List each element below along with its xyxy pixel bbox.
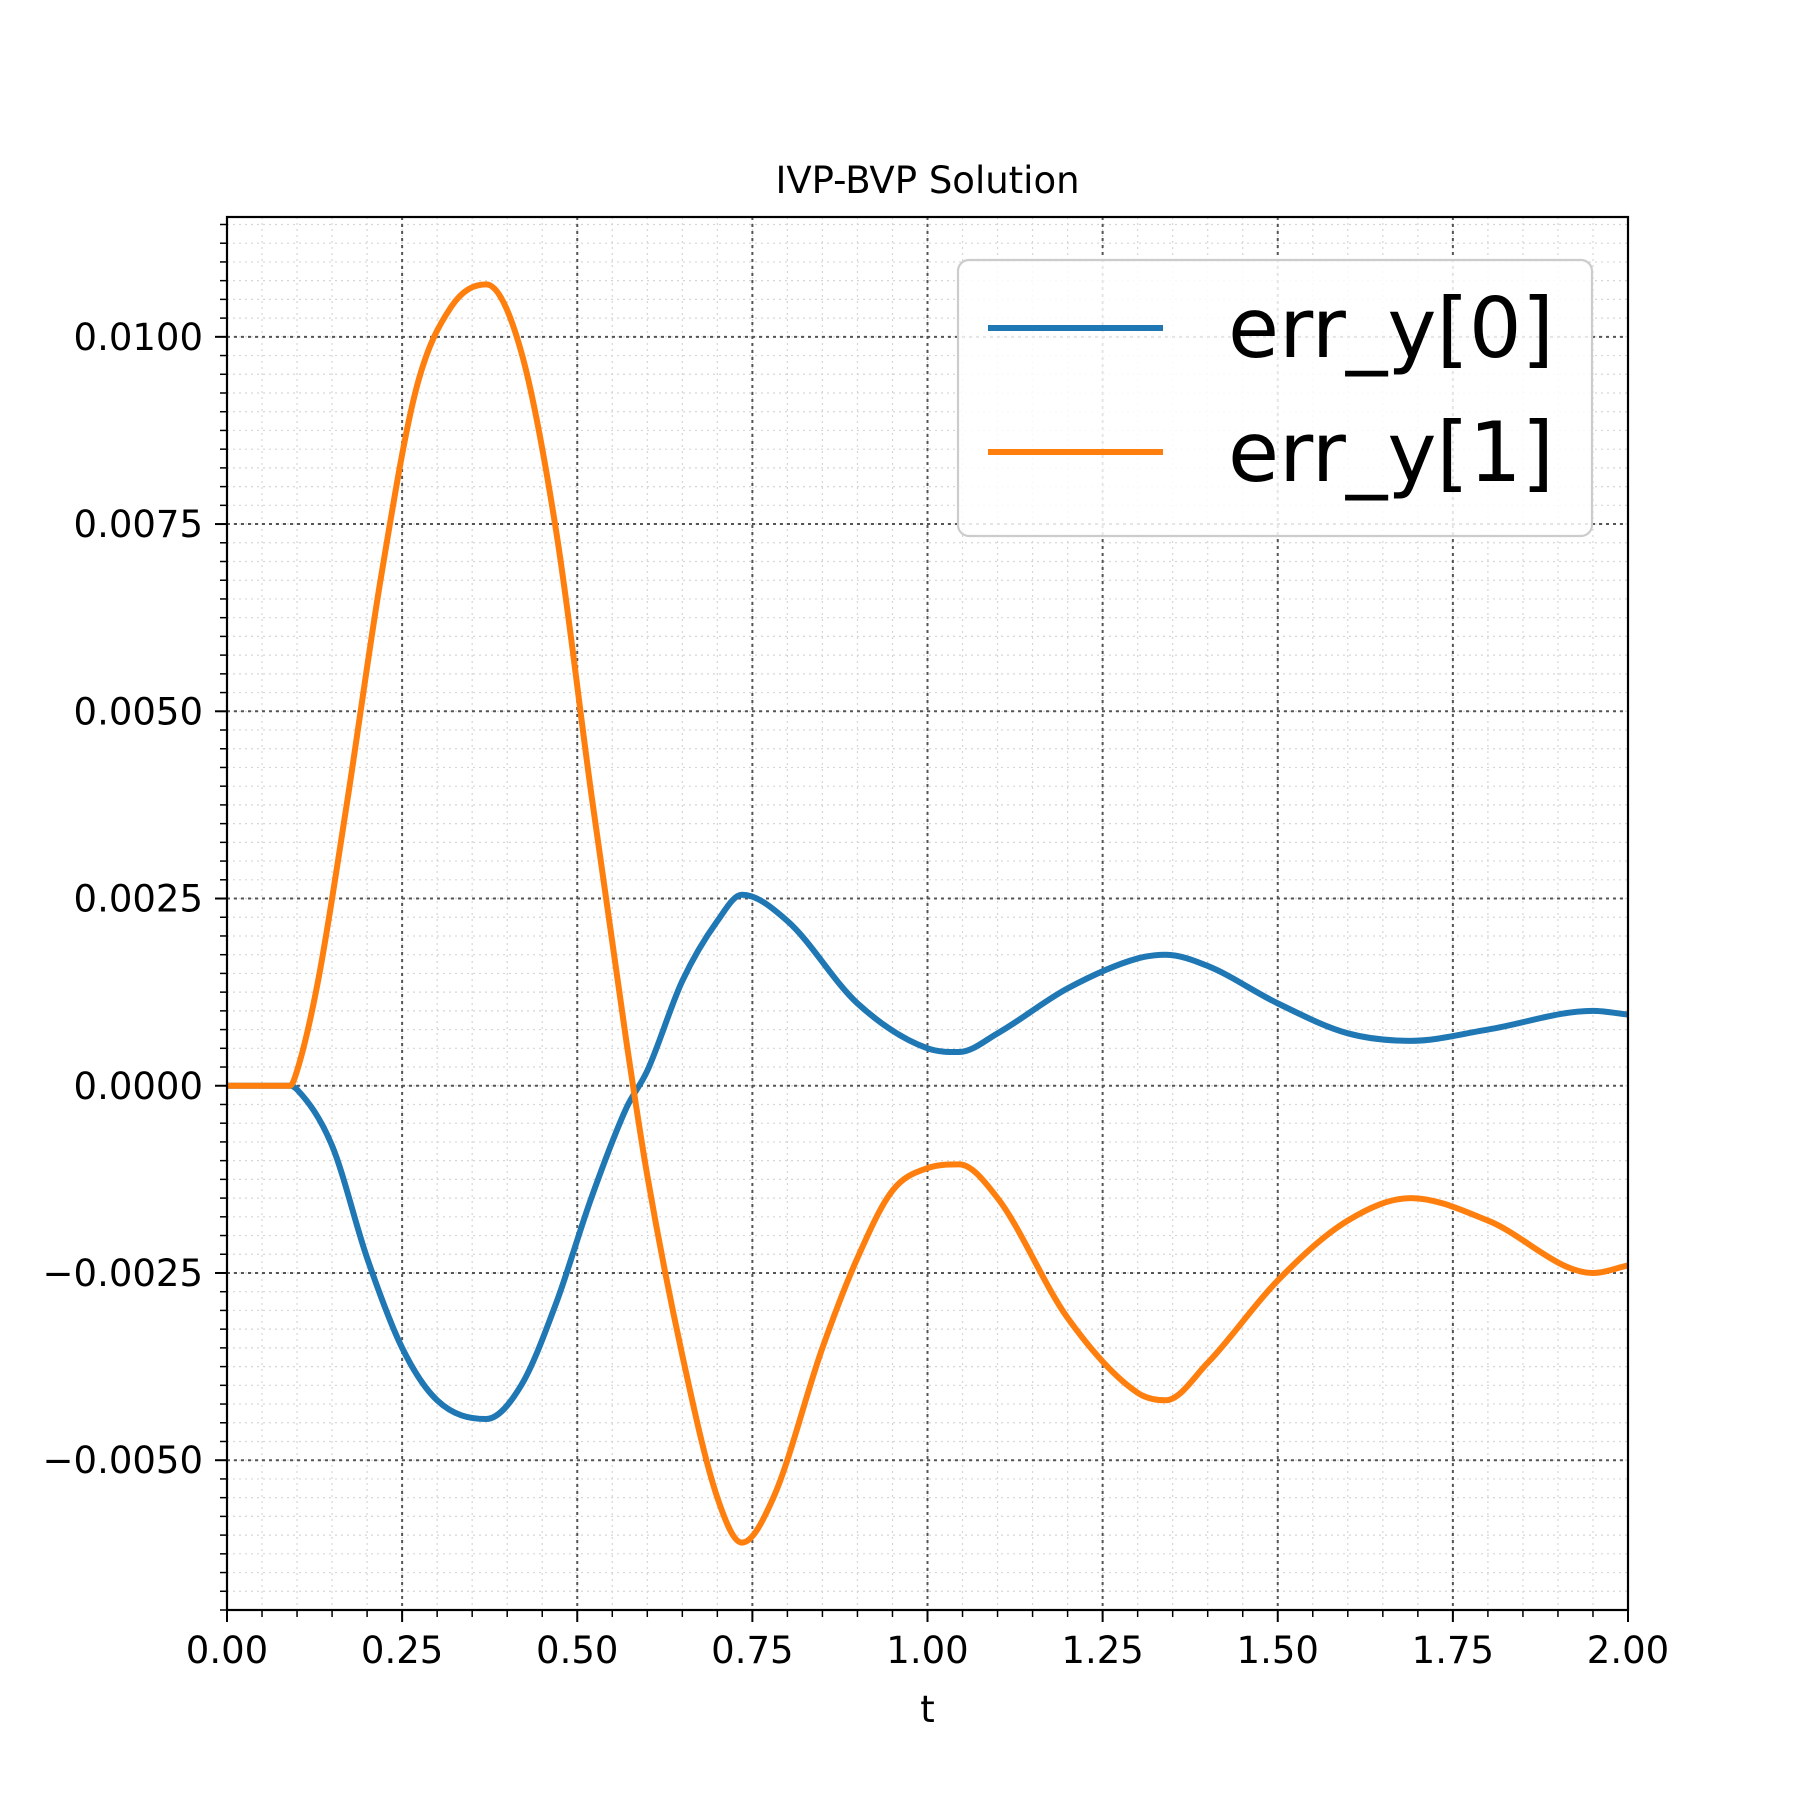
x-tick-label: 0.50: [536, 1629, 618, 1672]
y-tick-label: 0.0100: [74, 316, 203, 359]
x-tick-label: 0.00: [186, 1629, 268, 1672]
x-axis-label: t: [920, 1688, 935, 1731]
x-tick-label: 1.50: [1237, 1629, 1319, 1672]
legend-label-0: err_y[0]: [1228, 280, 1554, 377]
x-tick-label: 0.75: [711, 1629, 793, 1672]
x-tick-label: 1.75: [1412, 1629, 1494, 1672]
series-line-1: [227, 281, 1629, 1546]
x-tick-label: 1.25: [1061, 1629, 1143, 1672]
legend: err_y[0] err_y[1]: [956, 258, 1594, 538]
y-tick-label: −0.0025: [43, 1252, 203, 1295]
y-tick-label: 0.0050: [74, 690, 203, 733]
series-layer: [227, 281, 1629, 1546]
x-tick-label: 1.00: [886, 1629, 968, 1672]
chart-title: IVP-BVP Solution: [775, 159, 1079, 202]
ticks: 0.00 0.25 0.50 0.75 1.00 1.25 1.50 1.75 2.00 −0.0…: [43, 223, 1669, 1672]
y-tick-label: −0.0050: [43, 1439, 203, 1482]
x-tick-label: 0.25: [361, 1629, 443, 1672]
series-line-0: [227, 891, 1629, 1423]
x-tick-label: 2.00: [1587, 1629, 1669, 1672]
grid: [226, 217, 1629, 1611]
legend-label-1: err_y[1]: [1228, 404, 1554, 501]
y-tick-label: 0.0075: [74, 503, 203, 546]
y-tick-label: 0.0000: [74, 1065, 203, 1108]
y-tick-label: 0.0025: [74, 878, 203, 921]
